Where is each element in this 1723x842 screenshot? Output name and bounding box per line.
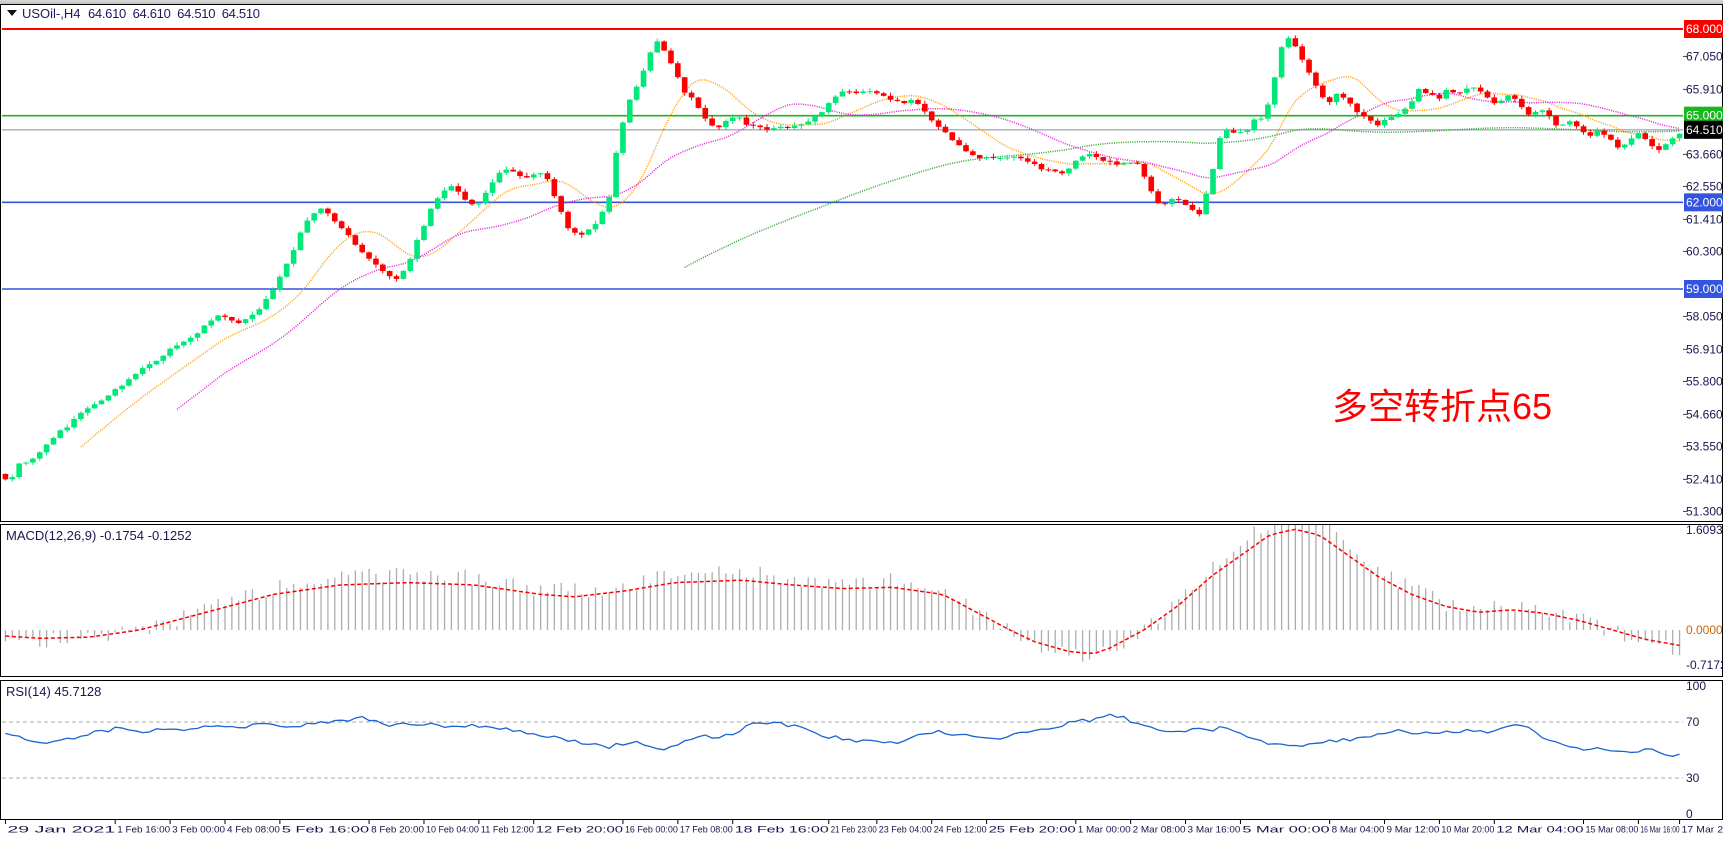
svg-text:MACD(12,26,9) -0.1754 -0.1252: MACD(12,26,9) -0.1754 -0.1252 <box>6 528 192 543</box>
svg-text:RSI(14) 45.7128: RSI(14) 45.7128 <box>6 684 101 699</box>
svg-text:18 Feb 16:00: 18 Feb 16:00 <box>735 825 829 835</box>
svg-text:53.550: 53.550 <box>1686 439 1723 453</box>
svg-text:多空转折点65: 多空转折点65 <box>1332 386 1552 427</box>
svg-text:65.910: 65.910 <box>1686 82 1723 96</box>
svg-text:2 Mar 08:00: 2 Mar 08:00 <box>1133 825 1186 835</box>
svg-text:21 Feb 23:00: 21 Feb 23:00 <box>831 825 877 835</box>
svg-text:1.6093: 1.6093 <box>1686 523 1723 537</box>
svg-text:9 Mar 12:00: 9 Mar 12:00 <box>1387 825 1440 835</box>
svg-text:8 Mar 04:00: 8 Mar 04:00 <box>1332 825 1385 835</box>
svg-text:67.050: 67.050 <box>1686 49 1723 63</box>
svg-text:51.300: 51.300 <box>1686 504 1723 518</box>
svg-text:59.000: 59.000 <box>1686 282 1723 296</box>
svg-text:11 Feb 12:00: 11 Feb 12:00 <box>481 825 534 835</box>
svg-text:-0.7172: -0.7172 <box>1686 658 1723 672</box>
svg-text:30: 30 <box>1686 771 1700 785</box>
svg-text:70: 70 <box>1686 715 1700 729</box>
svg-text:55.800: 55.800 <box>1686 374 1723 388</box>
svg-text:60.300: 60.300 <box>1686 244 1723 258</box>
svg-text:5 Mar 00:00: 5 Mar 00:00 <box>1242 825 1329 835</box>
svg-text:1 Mar 00:00: 1 Mar 00:00 <box>1078 825 1131 835</box>
svg-text:61.410: 61.410 <box>1686 212 1723 226</box>
svg-text:62.550: 62.550 <box>1686 179 1723 193</box>
svg-text:29 Jan 2021: 29 Jan 2021 <box>7 825 115 835</box>
svg-text:0: 0 <box>1686 807 1693 821</box>
svg-text:64.510: 64.510 <box>1686 123 1723 137</box>
svg-text:10 Feb 04:00: 10 Feb 04:00 <box>426 825 479 835</box>
svg-text:25 Feb 20:00: 25 Feb 20:00 <box>989 825 1076 835</box>
svg-text:16 Feb 00:00: 16 Feb 00:00 <box>625 825 678 835</box>
svg-text:8 Feb 20:00: 8 Feb 20:00 <box>371 825 424 835</box>
svg-text:15 Mar 08:00: 15 Mar 08:00 <box>1586 825 1639 835</box>
svg-text:16 Mar 16:00: 16 Mar 16:00 <box>1640 825 1679 835</box>
svg-text:23 Feb 04:00: 23 Feb 04:00 <box>879 825 932 835</box>
svg-text:54.660: 54.660 <box>1686 407 1723 421</box>
svg-text:58.050: 58.050 <box>1686 309 1723 323</box>
svg-text:0.0000: 0.0000 <box>1686 623 1723 637</box>
svg-text:3 Feb 00:00: 3 Feb 00:00 <box>172 825 225 835</box>
svg-text:68.000: 68.000 <box>1686 22 1723 36</box>
svg-text:65.000: 65.000 <box>1686 109 1723 123</box>
svg-text:17 Mar 22:00: 17 Mar 22:00 <box>1682 825 1723 835</box>
svg-text:24 Feb 12:00: 24 Feb 12:00 <box>934 825 987 835</box>
svg-text:63.660: 63.660 <box>1686 147 1723 161</box>
svg-text:52.410: 52.410 <box>1686 472 1723 486</box>
svg-text:100: 100 <box>1686 679 1706 693</box>
svg-text:12 Mar 04:00: 12 Mar 04:00 <box>1496 825 1583 835</box>
svg-text:62.000: 62.000 <box>1686 195 1723 209</box>
svg-text:1 Feb 16:00: 1 Feb 16:00 <box>117 825 170 835</box>
svg-text:56.910: 56.910 <box>1686 342 1723 356</box>
svg-text:17 Feb 08:00: 17 Feb 08:00 <box>680 825 733 835</box>
svg-text:5 Feb 16:00: 5 Feb 16:00 <box>282 825 369 835</box>
svg-text:10 Mar 20:00: 10 Mar 20:00 <box>1441 825 1494 835</box>
svg-text:3 Mar 16:00: 3 Mar 16:00 <box>1188 825 1241 835</box>
svg-text:4 Feb 08:00: 4 Feb 08:00 <box>227 825 280 835</box>
svg-text:12 Feb 20:00: 12 Feb 20:00 <box>536 825 623 835</box>
